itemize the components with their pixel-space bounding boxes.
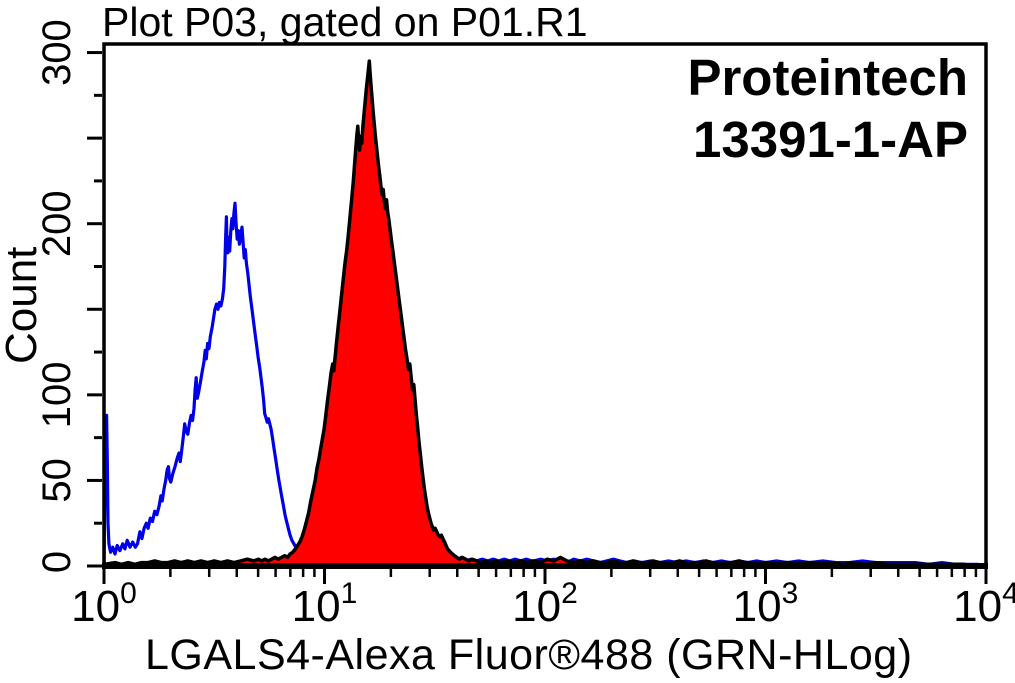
control-histogram-curve (102, 201, 988, 568)
y-axis-label: Count (0, 246, 46, 364)
y-tick-label: 100 (35, 361, 79, 428)
catalog-number: 13391-1-AP (693, 111, 968, 168)
sample-histogram-filled (102, 59, 988, 568)
vendor-name: Proteintech (687, 49, 968, 106)
vendor-annotation: Proteintech 13391-1-AP (687, 47, 968, 171)
y-tick-label: 50 (35, 458, 79, 503)
y-tick-label: 200 (35, 190, 79, 257)
x-tick-label: 102 (512, 577, 578, 631)
x-axis-label: LGALS4-Alexa Fluor®488 (GRN-HLog) (145, 631, 913, 679)
x-tick-label: 101 (291, 577, 358, 631)
x-tick-label: 103 (732, 577, 799, 631)
x-tick-label: 104 (953, 577, 1015, 631)
plot-title: Plot P03, gated on P01.R1 (102, 0, 588, 45)
x-tick-label: 100 (71, 577, 137, 631)
y-tick-label: 300 (35, 19, 79, 86)
y-tick-label: 0 (35, 551, 79, 573)
